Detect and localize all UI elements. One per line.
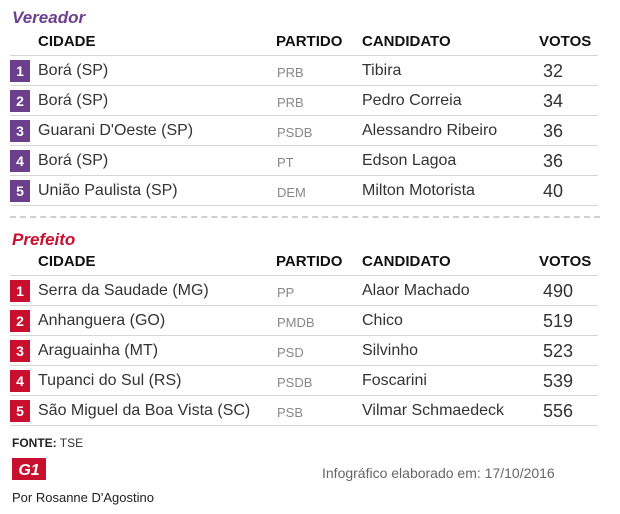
votos-cell: 34 (543, 91, 564, 111)
cidade-cell: Borá (SP) (38, 92, 109, 109)
header-cidade: CIDADE (38, 253, 96, 270)
partido-cell: DEM (277, 185, 306, 200)
partido-cell: PMDB (277, 315, 315, 330)
g1-logo-icon: G1 (12, 458, 46, 480)
header-cidade: CIDADE (38, 33, 96, 50)
cidade-cell: Anhanguera (GO) (38, 312, 166, 329)
table-row: 3 Guarani D'Oeste (SP) PSDB Alessandro R… (10, 116, 598, 146)
prefeito-section-title: Prefeito (12, 230, 76, 249)
partido-cell: PRB (277, 65, 304, 80)
candidato-cell: Vilmar Schmaedeck (362, 402, 504, 419)
table-row: 4 Tupanci do Sul (RS) PSDB Foscarini 539 (10, 366, 598, 396)
cidade-cell: Araguainha (MT) (38, 342, 159, 359)
rank-badge: 3 (10, 340, 30, 362)
author-credit: Por Rosanne D'Agostino (12, 490, 154, 505)
votos-cell: 539 (543, 371, 574, 391)
partido-cell: PSDB (277, 375, 313, 390)
vereador-table: CIDADE PARTIDO CANDIDATO VOTOS 1 Borá (S… (10, 30, 598, 206)
partido-cell: PP (277, 285, 295, 300)
partido-cell: PSD (277, 345, 304, 360)
table-row: 1 Borá (SP) PRB Tibira 32 (10, 56, 598, 86)
votos-cell: 36 (543, 121, 564, 141)
table-row: 5 União Paulista (SP) DEM Milton Motoris… (10, 176, 598, 206)
candidato-cell: Tibira (362, 62, 402, 79)
votos-cell: 36 (543, 151, 564, 171)
candidato-cell: Milton Motorista (362, 182, 475, 199)
logo-text: G1 (18, 462, 39, 479)
header-votos: VOTOS (539, 33, 592, 50)
partido-cell: PT (277, 155, 294, 170)
source-value: TSE (59, 436, 84, 450)
votos-cell: 523 (543, 341, 574, 361)
rank-badge: 1 (10, 280, 30, 302)
cidade-cell: Guarani D'Oeste (SP) (38, 122, 194, 139)
cidade-cell: Serra da Saudade (MG) (38, 282, 209, 299)
table-row: 2 Anhanguera (GO) PMDB Chico 519 (10, 306, 598, 336)
header-candidato: CANDIDATO (362, 253, 451, 270)
rank-badge: 4 (10, 150, 30, 172)
rank-badge: 1 (10, 60, 30, 82)
table-header: CIDADE PARTIDO CANDIDATO VOTOS (10, 250, 598, 276)
infographic-date: Infográfico elaborado em: 17/10/2016 (322, 465, 555, 481)
votos-cell: 556 (543, 401, 574, 421)
votos-cell: 40 (543, 181, 564, 201)
candidato-cell: Foscarini (362, 372, 427, 389)
table-row: 4 Borá (SP) PT Edson Lagoa 36 (10, 146, 598, 176)
table-row: 2 Borá (SP) PRB Pedro Correia 34 (10, 86, 598, 116)
votos-cell: 519 (543, 311, 574, 331)
source-label: FONTE: (12, 436, 57, 450)
partido-cell: PSB (277, 405, 304, 420)
section-divider (10, 216, 600, 218)
rank-badge: 4 (10, 370, 30, 392)
table-header: CIDADE PARTIDO CANDIDATO VOTOS (10, 30, 598, 56)
cidade-cell: Borá (SP) (38, 62, 109, 79)
header-votos: VOTOS (539, 253, 592, 270)
source-note: FONTE: TSE (12, 436, 83, 450)
partido-cell: PSDB (277, 125, 313, 140)
votos-cell: 32 (543, 61, 564, 81)
rank-badge: 2 (10, 90, 30, 112)
table-row: 5 São Miguel da Boa Vista (SC) PSB Vilma… (10, 396, 598, 426)
partido-cell: PRB (277, 95, 304, 110)
header-candidato: CANDIDATO (362, 33, 451, 50)
rank-badge: 3 (10, 120, 30, 142)
candidato-cell: Edson Lagoa (362, 152, 457, 169)
candidato-cell: Pedro Correia (362, 92, 462, 109)
candidato-cell: Alaor Machado (362, 282, 470, 299)
votos-cell: 490 (543, 281, 574, 301)
cidade-cell: Tupanci do Sul (RS) (38, 372, 182, 389)
prefeito-table: CIDADE PARTIDO CANDIDATO VOTOS 1 Serra d… (10, 250, 598, 426)
table-row: 1 Serra da Saudade (MG) PP Alaor Machado… (10, 276, 598, 306)
rank-badge: 5 (10, 180, 30, 202)
candidato-cell: Alessandro Ribeiro (362, 122, 498, 139)
header-partido: PARTIDO (276, 33, 343, 50)
rank-badge: 2 (10, 310, 30, 332)
cidade-cell: Borá (SP) (38, 152, 109, 169)
header-partido: PARTIDO (276, 253, 343, 270)
cidade-cell: São Miguel da Boa Vista (SC) (38, 402, 251, 419)
cidade-cell: União Paulista (SP) (38, 182, 178, 199)
vereador-section-title: Vereador (12, 8, 86, 27)
candidato-cell: Chico (362, 312, 403, 329)
rank-badge: 5 (10, 400, 30, 422)
table-row: 3 Araguainha (MT) PSD Silvinho 523 (10, 336, 598, 366)
candidato-cell: Silvinho (362, 342, 419, 359)
